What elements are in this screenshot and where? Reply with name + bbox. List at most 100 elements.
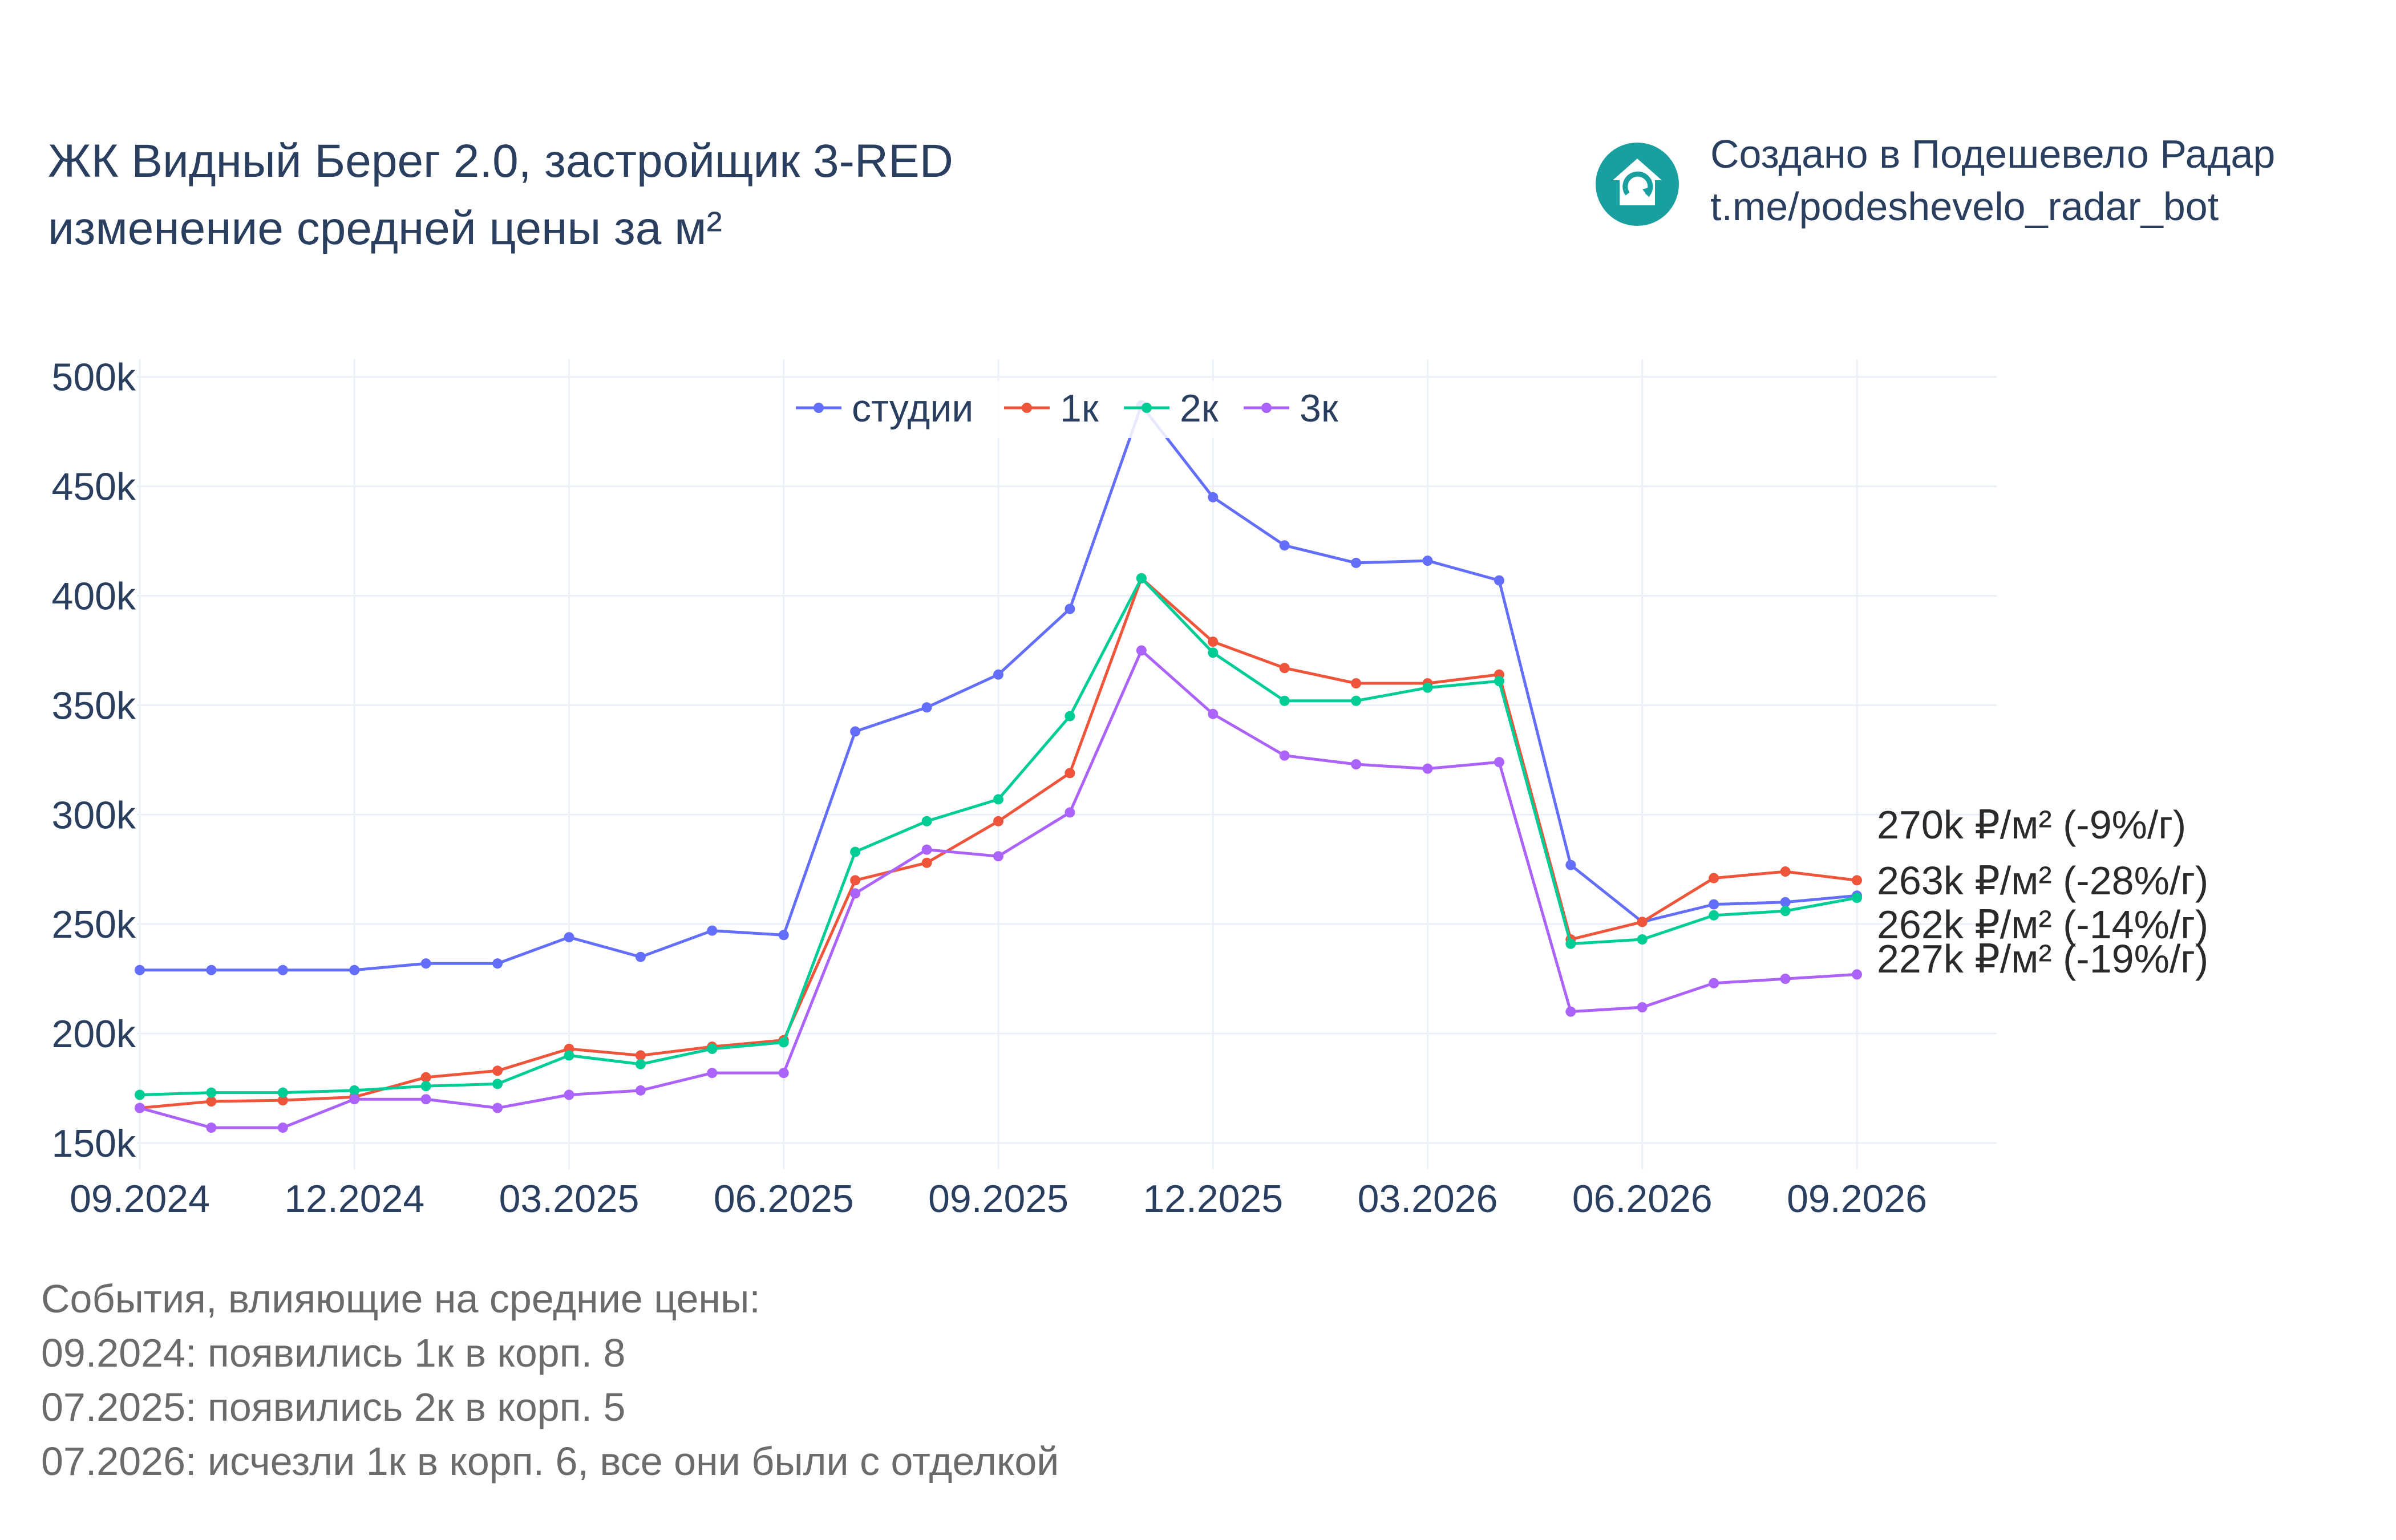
- data-point: [1637, 917, 1648, 927]
- line-chart: 500k 450k 400k 350k 300k 250k 200k 150k 09.2024 1…: [52, 356, 2209, 1221]
- data-point: [1279, 695, 1290, 706]
- legend-marker: [813, 403, 824, 413]
- data-point: [349, 964, 360, 975]
- data-point: [1208, 647, 1219, 658]
- data-point: [635, 1059, 646, 1069]
- data-point: [707, 1068, 718, 1079]
- data-point: [1279, 540, 1290, 551]
- data-point: [707, 925, 718, 936]
- data-point: [778, 930, 789, 941]
- data-point: [993, 794, 1003, 805]
- data-point: [1709, 899, 1719, 910]
- house-logo-icon: [1596, 143, 1679, 226]
- x-tick-label: 06.2025: [714, 1177, 854, 1221]
- data-point: [921, 816, 932, 826]
- data-point: [206, 1096, 217, 1107]
- data-point: [1565, 938, 1576, 949]
- data-point: [564, 1089, 574, 1100]
- data-point: [778, 1068, 789, 1079]
- data-point: [277, 1122, 288, 1133]
- data-point: [1065, 603, 1075, 614]
- data-point: [1780, 866, 1791, 877]
- data-point: [349, 1094, 360, 1105]
- data-point: [921, 857, 932, 868]
- data-point: [778, 1037, 789, 1048]
- data-point: [420, 958, 431, 969]
- data-point: [1065, 807, 1075, 818]
- data-point: [993, 669, 1003, 680]
- data-point: [850, 888, 861, 899]
- data-point: [492, 1103, 503, 1113]
- y-tick-label: 400k: [52, 574, 136, 618]
- events-notes: События, влияющие на средние цены: 09.20…: [41, 1272, 1059, 1489]
- y-tick-label: 500k: [52, 356, 136, 399]
- data-point: [277, 964, 288, 975]
- data-point: [1565, 860, 1576, 870]
- data-point: [993, 816, 1003, 826]
- data-point: [1065, 768, 1075, 779]
- event-item: 07.2026: исчезли 1к в корп. 6, все они б…: [41, 1439, 1059, 1484]
- data-point: [206, 964, 217, 975]
- data-point: [1709, 978, 1719, 988]
- x-tick-label: 09.2024: [70, 1177, 210, 1221]
- end-value-label: 263k ₽/м² (-28%/г): [1877, 858, 2208, 903]
- data-point: [1709, 873, 1719, 884]
- data-point: [206, 1122, 217, 1133]
- data-point: [850, 875, 861, 886]
- data-point: [1422, 556, 1433, 566]
- data-point: [635, 1085, 646, 1096]
- x-tick-label: 03.2025: [499, 1177, 640, 1221]
- data-point: [707, 1043, 718, 1054]
- data-point: [850, 726, 861, 737]
- y-tick-label: 200k: [52, 1012, 136, 1056]
- data-point: [850, 846, 861, 857]
- credit-link[interactable]: t.me/podeshevelo_radar_bot: [1710, 184, 2219, 229]
- event-item: 07.2025: появились 2к в корп. 5: [41, 1385, 626, 1429]
- data-point: [635, 951, 646, 962]
- legend-label: 1к: [1060, 387, 1099, 430]
- data-point: [1279, 750, 1290, 761]
- legend-marker: [1022, 403, 1032, 413]
- chart-subtitle: изменение средней цены за м²: [48, 202, 722, 254]
- y-tick-label: 300k: [52, 793, 136, 837]
- data-point: [206, 1087, 217, 1098]
- data-point: [420, 1081, 431, 1092]
- x-tick-label: 09.2026: [1787, 1177, 1927, 1221]
- data-point: [135, 1103, 145, 1113]
- data-point: [1279, 663, 1290, 674]
- data-point: [564, 932, 574, 943]
- data-point: [1780, 897, 1791, 907]
- data-point: [1351, 557, 1362, 568]
- data-point: [1780, 974, 1791, 984]
- data-point: [349, 1085, 360, 1096]
- x-tick-label: 03.2026: [1358, 1177, 1498, 1221]
- data-point: [993, 851, 1003, 862]
- data-point: [1351, 695, 1362, 706]
- data-point: [492, 1079, 503, 1089]
- data-point: [1351, 678, 1362, 688]
- end-value-label: 227k ₽/м² (-19%/г): [1877, 937, 2208, 981]
- y-tick-label: 350k: [52, 684, 136, 727]
- y-tick-label: 250k: [52, 903, 136, 946]
- legend-marker: [1142, 403, 1152, 413]
- data-point: [921, 844, 932, 855]
- data-point: [135, 1089, 145, 1100]
- data-point: [1709, 910, 1719, 921]
- end-value-label: 262k ₽/м² (-14%/г): [1877, 902, 2208, 947]
- data-point: [1136, 573, 1147, 583]
- data-point: [1422, 682, 1433, 693]
- data-point: [1494, 575, 1504, 586]
- data-point: [1494, 676, 1504, 687]
- y-tick-label: 450k: [52, 465, 136, 509]
- legend: студии 1к 2к 3к: [787, 381, 1352, 438]
- x-tick-label: 12.2024: [284, 1177, 424, 1221]
- data-point: [1208, 637, 1219, 647]
- data-point: [1852, 875, 1862, 886]
- event-item: 09.2024: появились 1к в корп. 8: [41, 1331, 626, 1375]
- chart-title: ЖК Видный Берег 2.0, застройщик 3-RED: [48, 135, 954, 187]
- data-point: [1852, 969, 1862, 980]
- data-point: [420, 1072, 431, 1083]
- end-value-label: 270k ₽/м² (-9%/г): [1877, 803, 2186, 847]
- y-tick-label: 150k: [52, 1122, 136, 1165]
- x-tick-label: 09.2025: [928, 1177, 1069, 1221]
